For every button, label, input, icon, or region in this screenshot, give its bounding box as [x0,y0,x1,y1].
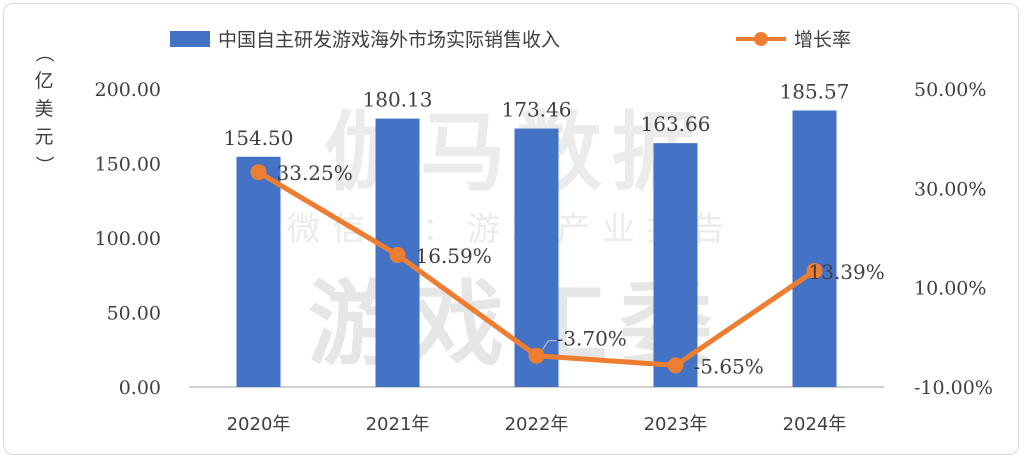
bar [792,110,837,387]
y-axis-title: （ 亿美元 ） [33,43,55,174]
right-axis-ticks: -10.00% 10.00% 30.00% 50.00% [914,79,993,399]
bar-value-label: 185.57 [780,80,850,104]
left-tick-label: 100.00 [95,228,161,250]
legend-bar-swatch [170,31,210,47]
right-tick-label: -10.00% [914,377,993,399]
left-axis-ticks: 0.00 50.00 100.00 150.00 200.00 [95,79,161,399]
watermark-line-3: 游戏工委 [308,271,724,378]
x-tick-label: 2022年 [505,414,569,435]
bar-value-labels: 154.50 180.13 173.46 163.66 185.57 [224,80,850,150]
right-tick-label: 30.00% [914,178,986,200]
chart-legend: 中国自主研发游戏海外市场实际销售收入 增长率 [170,29,851,51]
y-axis-title-char: 美 [34,98,53,120]
legend-line-marker [754,32,768,46]
growth-value-label: -5.65% [694,354,764,378]
bar-value-label: 180.13 [363,88,433,112]
growth-point [667,357,684,374]
bar-series [236,110,837,388]
bar [236,156,281,387]
chart-svg: 伽马数据 微信号：游戏产业报告 游戏工委 中国自主研发游戏海外市场实际销售收入 … [33,29,993,435]
bar-value-label: 173.46 [502,98,572,122]
right-tick-label: 10.00% [914,278,986,300]
watermark-line-2: 微信号：游戏产业报告 [287,209,737,248]
line-series [250,164,823,374]
label-leader-line [542,340,557,351]
watermark: 伽马数据 微信号：游戏产业报告 游戏工委 [287,103,737,378]
bar-value-label: 154.50 [224,126,294,150]
line-value-labels: 33.25% 16.59% -3.70% -5.65% 13.39% [277,161,885,378]
growth-value-label: -3.70% [557,327,627,351]
legend-line-label: 增长率 [794,29,851,51]
growth-point [806,262,823,279]
chart-container: 伽马数据 微信号：游戏产业报告 游戏工委 中国自主研发游戏海外市场实际销售收入 … [3,3,1019,455]
x-tick-label: 2020年 [227,414,291,435]
growth-value-label: 13.39% [809,260,885,284]
growth-value-label: 33.25% [277,161,353,185]
x-tick-label: 2024年 [783,414,847,435]
x-axis-labels: 2020年 2021年 2022年 2023年 2024年 [227,414,847,435]
left-tick-label: 200.00 [95,79,161,101]
bar-value-label: 163.66 [641,112,711,136]
left-tick-label: 150.00 [95,154,161,176]
growth-point [250,164,267,181]
growth-value-label: 16.59% [416,244,492,268]
left-tick-label: 50.00 [107,303,161,325]
y-axis-title-char: 元 [34,126,53,148]
growth-point [389,246,406,263]
y-axis-title-char: ） [33,155,55,174]
x-tick-label: 2023年 [644,414,708,435]
x-tick-label: 2021年 [366,414,430,435]
y-axis-title-char: 亿 [34,70,53,92]
bar [653,143,698,387]
right-tick-label: 50.00% [914,79,986,101]
legend-bar-label: 中国自主研发游戏海外市场实际销售收入 [218,29,560,51]
growth-point [528,347,545,364]
y-axis-title-char: （ [33,43,55,62]
left-tick-label: 0.00 [119,377,161,399]
